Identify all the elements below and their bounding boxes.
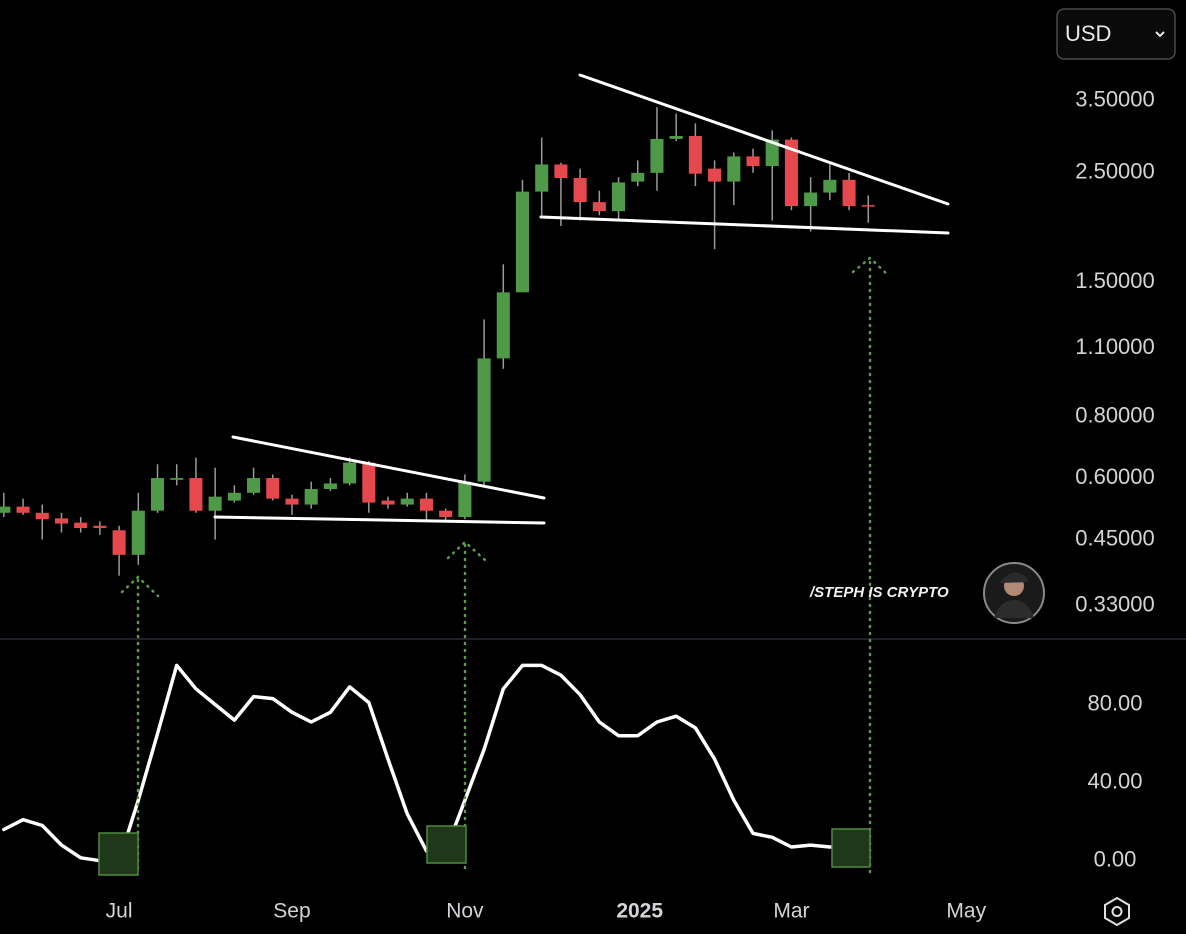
candle-body: [323, 483, 337, 490]
candle-body: [247, 478, 261, 493]
dropdown-chevron[interactable]: [1155, 31, 1165, 38]
candle-body: [804, 192, 818, 207]
candle-body: [612, 182, 626, 212]
candle-body: [54, 518, 69, 524]
arrow-head: [851, 256, 891, 278]
y-tick-label: 0.45000: [1075, 525, 1155, 550]
currency-select[interactable]: [1056, 8, 1176, 60]
candle-body: [573, 178, 587, 203]
y-tick-label: 0.00: [1094, 847, 1137, 872]
candle-body: [439, 510, 453, 518]
candle-body: [515, 191, 530, 293]
trend-line: [539, 215, 950, 235]
signal-box: [98, 832, 139, 876]
trend-line: [231, 435, 546, 500]
x-tick-label: May: [946, 900, 986, 923]
currency-button[interactable]: USD: [1056, 8, 1176, 60]
arrow-head: [120, 575, 160, 598]
y-tick-label: 0.60000: [1075, 464, 1155, 489]
candle-body: [16, 506, 30, 513]
candle-body: [208, 496, 222, 511]
candle-body: [823, 179, 837, 193]
candle-body: [669, 136, 683, 139]
settings-icon-center[interactable]: [1111, 906, 1123, 917]
candle-body: [650, 138, 664, 173]
candle-body: [400, 498, 414, 505]
candle-body: [0, 506, 11, 513]
y-tick-label: 1.50000: [1075, 268, 1155, 293]
candle-body: [35, 512, 49, 520]
candle-body: [784, 139, 798, 207]
signal-box: [831, 828, 871, 868]
y-tick-label: 3.50000: [1075, 87, 1155, 112]
y-tick-label: 2.50000: [1075, 159, 1155, 184]
candle-body: [458, 481, 472, 518]
y-tick-label: 0.80000: [1075, 402, 1155, 427]
watermark: /STEPH IS CRYPTO: [809, 562, 1045, 624]
candle-body: [496, 292, 510, 359]
candle-body: [170, 478, 184, 480]
candle-body: [150, 478, 165, 511]
x-tick-label: Sep: [273, 900, 310, 923]
watermark-text: /STEPH IS CRYPTO: [809, 584, 949, 601]
candle-body: [381, 500, 395, 505]
x-tick-label: Jul: [106, 900, 133, 923]
candle-body: [535, 164, 549, 192]
candle-body: [746, 156, 760, 167]
x-tick-label: Nov: [446, 900, 484, 923]
candle-body: [131, 510, 145, 555]
candle-body: [304, 489, 318, 505]
trend-line: [578, 73, 950, 206]
candle-body: [266, 478, 280, 499]
annotations: [98, 73, 950, 876]
candle-body: [419, 498, 433, 511]
currency-label[interactable]: USD: [1065, 21, 1111, 46]
candle-body: [592, 202, 606, 212]
arrow-head: [446, 540, 487, 562]
signal-box: [426, 825, 467, 864]
candle-body: [343, 462, 357, 484]
candle-body: [74, 522, 88, 529]
candle-body: [285, 498, 299, 505]
candle-body: [631, 172, 645, 182]
avatar-body: [994, 600, 1034, 618]
y-tick-label: 80.00: [1087, 690, 1142, 715]
candle-body: [362, 462, 376, 503]
candle-body: [861, 205, 875, 207]
avatar-cap: [1000, 572, 1029, 583]
candle-body: [189, 478, 203, 511]
candle-body: [727, 156, 741, 182]
candle-body: [554, 164, 568, 179]
candle-body: [112, 530, 126, 555]
candle-body: [842, 179, 856, 207]
candle-body: [765, 139, 779, 167]
settings-icon[interactable]: [1104, 896, 1130, 927]
settings-button[interactable]: [1104, 896, 1130, 927]
candle-body: [688, 136, 702, 174]
candle-body: [708, 168, 722, 182]
x-tick-label: Mar: [773, 900, 809, 923]
candle-body: [227, 492, 241, 501]
x-tick-label: 2025: [616, 900, 663, 923]
y-tick-label: 1.10000: [1075, 334, 1155, 359]
y-tick-label: 40.00: [1087, 768, 1142, 793]
trend-line: [213, 515, 546, 525]
candle-body: [93, 525, 107, 529]
candle-body: [477, 358, 491, 482]
y-tick-label: 0.33000: [1075, 592, 1155, 617]
